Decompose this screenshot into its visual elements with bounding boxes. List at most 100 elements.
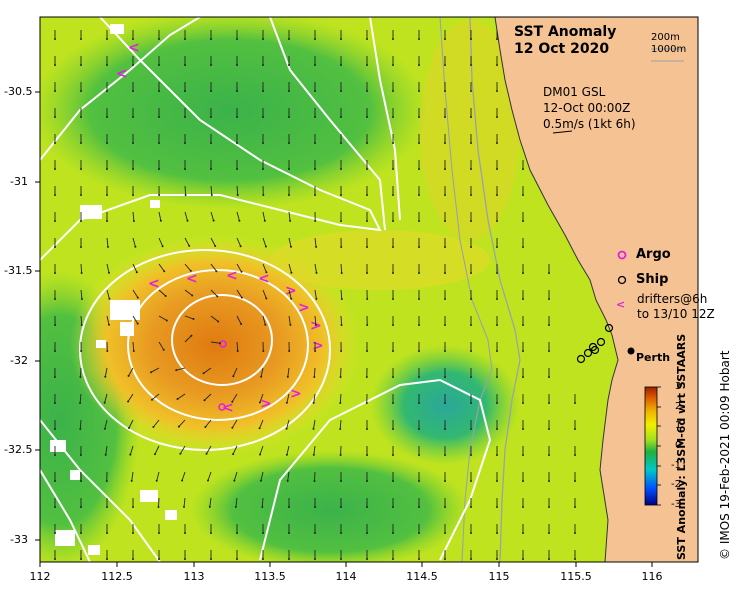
current-vector-head [132,532,134,534]
current-vector-head [418,558,420,560]
current-vector [158,289,167,297]
current-vector [260,471,264,481]
current-vector-head [236,168,238,170]
current-vector-head [158,90,160,92]
current-vector-head [132,64,134,66]
current-vector-head [236,532,238,534]
current-vector-head [418,480,420,482]
current-vector-head [366,350,368,352]
current-vector-head [158,116,160,118]
current-vector-head [265,271,268,274]
ship-legend-label: Ship [636,272,669,287]
svg-text:>: > [290,386,302,402]
current-vector-head [258,401,261,404]
current-vector-head [496,168,498,170]
current-vector-head [314,64,316,66]
current-vector [184,335,192,343]
x-tick-label: 113.5 [254,570,286,583]
current-vector-head [108,271,110,274]
cool-eddy [370,345,520,465]
current-vector-head [184,64,186,66]
current-vector-head [54,90,56,92]
current-vector-head [574,506,576,508]
current-vector-head [418,402,420,404]
current-vector-head [158,142,160,144]
current-vector-head [496,532,498,534]
current-vector-head [314,350,317,352]
x-tick-label: 114.5 [406,570,438,583]
current-vector-head [210,64,212,66]
current-vector-head [418,246,420,248]
current-vector-head [103,401,106,404]
current-vector-head [548,402,550,404]
current-vector-head [136,322,139,325]
current-vector-head [80,324,83,326]
current-vector [259,419,264,429]
colorbar-tick-label: -2 [671,479,681,490]
current-vector-head [548,298,550,300]
svg-text:>: > [312,338,324,354]
current-vector-head [80,220,82,222]
current-vector-head [339,454,342,456]
current-vector-head [548,376,550,378]
current-vector [79,393,82,404]
current-vector [105,445,108,455]
current-vector-head [208,505,211,508]
current-vector-head [574,428,576,430]
svg-text:>: > [260,396,272,412]
current-vector-head [548,428,550,430]
current-vector-head [522,558,524,560]
current-vector-head [418,272,420,274]
current-vector-head [444,246,446,248]
drifter-legend-label-1: drifters@6h [637,292,708,306]
current-vector-head [522,324,524,326]
current-vector-head [340,272,343,274]
current-vector-head [548,324,550,326]
current-vector [158,237,164,247]
current-vector [80,315,83,326]
current-vector-head [108,297,111,300]
current-vector-head [184,38,186,40]
current-vector [104,419,108,429]
current-vector-head [236,38,238,40]
current-vector-head [574,454,576,456]
current-vector-head [132,558,134,560]
current-vector-head [262,168,264,170]
current-vector-head [80,142,82,144]
current-vector-head [470,64,472,66]
current-vector-head [496,480,498,482]
current-vector-head [127,374,130,377]
model-info: DM01 GSL 12-Oct 00:00Z 0.5m/s (1kt 6h) [543,84,636,132]
current-vector-head [132,168,134,170]
current-vector-head [151,398,153,401]
current-vector-head [128,427,130,429]
current-vector-head [80,116,82,118]
current-vector-head [286,479,289,482]
current-vector-head [53,402,56,404]
current-vector-head [444,64,446,66]
current-vector-head [54,194,56,196]
current-vector [236,185,239,196]
current-vector-head [54,116,56,118]
current-vector [210,263,217,272]
current-vector-head [184,558,186,560]
current-vector-head [54,64,56,66]
current-vector-head [470,402,472,404]
current-vector-head [288,38,290,40]
current-vector-head [238,219,241,222]
current-vector-head [104,453,107,456]
current-vector-head [80,90,82,92]
current-vector-head [366,246,368,248]
current-vector-head [418,532,420,534]
current-vector-head [548,532,550,534]
current-vector [158,497,160,508]
current-vector [129,445,134,455]
current-vector-head [158,168,160,170]
current-vector [313,419,316,429]
y-tick-label: -30.5 [4,85,33,98]
current-vector-head [315,271,318,274]
current-vector-head [162,348,165,351]
ship-track [576,323,614,364]
current-vector [262,289,267,299]
